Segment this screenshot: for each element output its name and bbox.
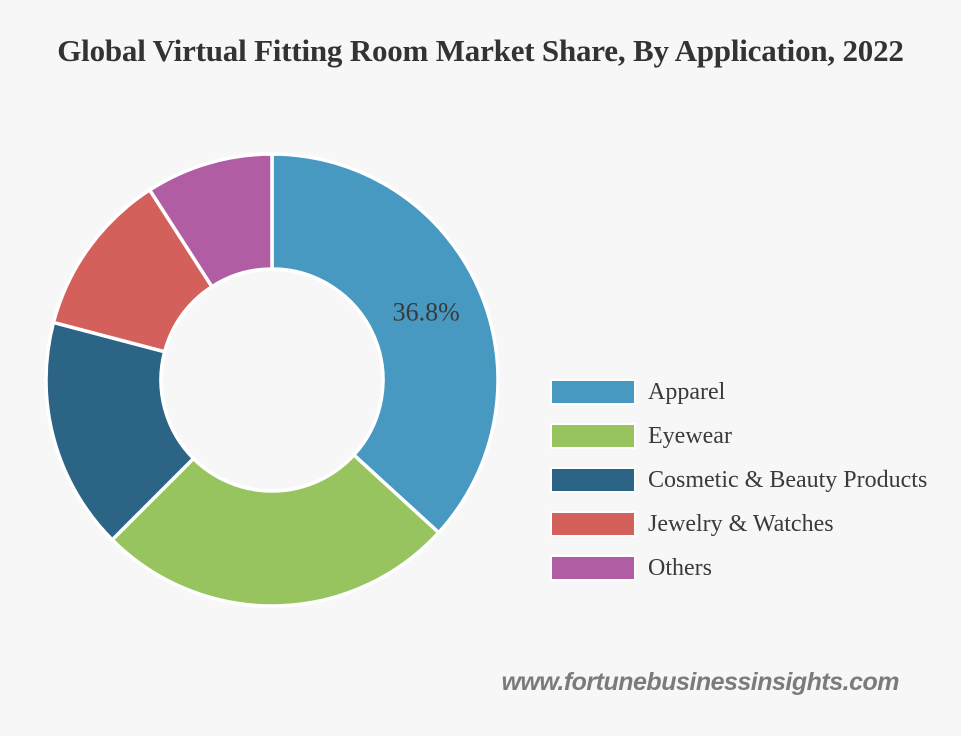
donut-slice-eyewear	[109, 452, 442, 608]
chart-title: Global Virtual Fitting Room Market Share…	[57, 33, 904, 68]
legend-swatch-eyewear	[552, 425, 634, 447]
legend-swatch-apparel	[552, 381, 634, 403]
legend-item-apparel: Apparel	[552, 378, 927, 405]
legend-label: Others	[648, 554, 712, 581]
slice-data-label-apparel: 36.8%	[393, 298, 460, 327]
legend-swatch-cosmetic-beauty-products	[552, 469, 634, 491]
legend-item-others: Others	[552, 554, 927, 581]
legend-item-jewelry-watches: Jewelry & Watches	[552, 510, 927, 537]
legend-label: Jewelry & Watches	[648, 510, 834, 537]
donut-slice-apparel	[270, 152, 500, 536]
legend-swatch-others	[552, 557, 634, 579]
donut-slice-others	[147, 152, 274, 290]
donut-chart: 36.8%	[44, 152, 500, 608]
legend-label: Eyewear	[648, 422, 732, 449]
legend: Apparel Eyewear Cosmetic & Beauty Products…	[552, 378, 928, 601]
legend-label: Cosmetic & Beauty Products	[648, 466, 928, 493]
legend-label: Apparel	[648, 378, 726, 405]
source-url: www.fortunebusinessinsights.com	[501, 668, 899, 696]
donut-slice-cosmetic-beauty-products	[44, 320, 196, 543]
legend-swatch-jewelry-watches	[552, 513, 634, 535]
legend-item-eyewear: Eyewear	[552, 422, 927, 449]
legend-item-cosmetic-beauty-products: Cosmetic & Beauty Products	[552, 466, 928, 493]
